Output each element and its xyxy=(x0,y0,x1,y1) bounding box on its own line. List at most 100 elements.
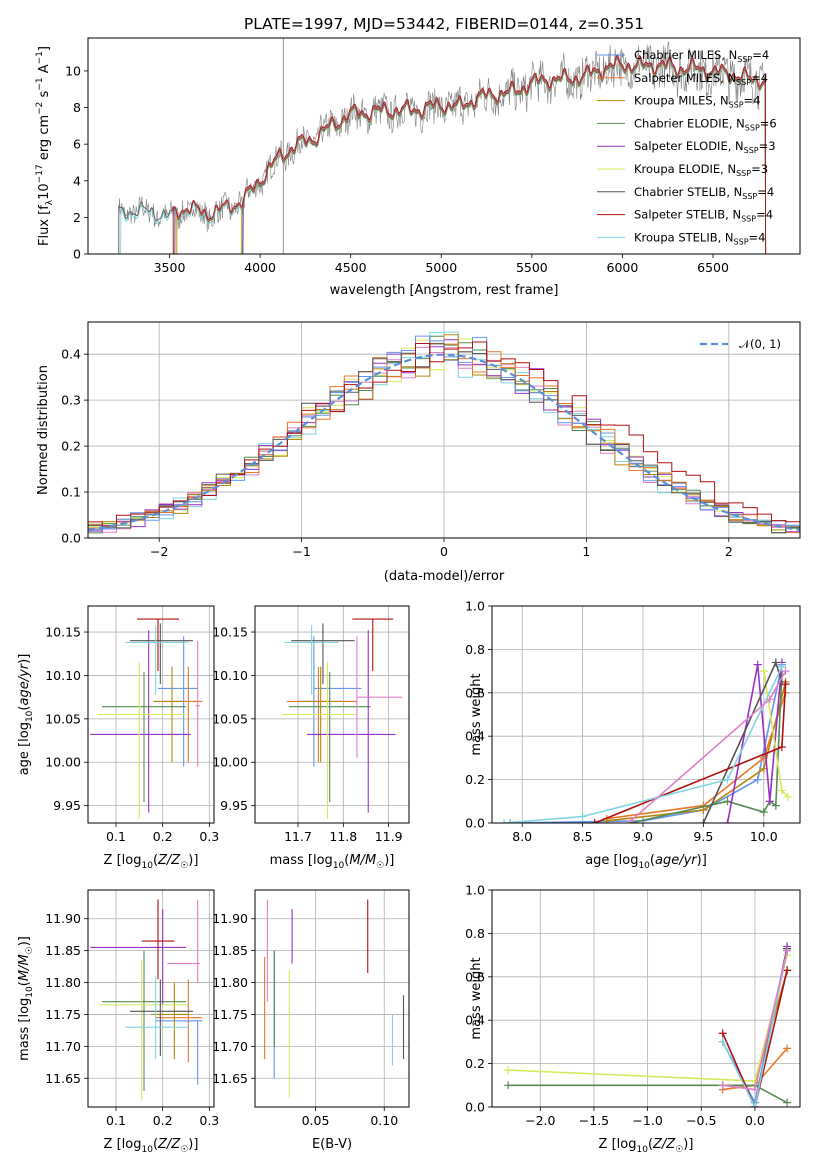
weight-marker xyxy=(777,662,786,671)
weight-line xyxy=(721,970,788,1107)
y-axis-label: age [log10(age/yr)] xyxy=(17,654,35,776)
y-tick-label: 0.0 xyxy=(465,816,485,831)
legend-label: Salpeter MILES, NSSP=4 xyxy=(634,71,768,87)
legend-entry: Chabrier STELIB, NSSP=4 xyxy=(597,185,774,201)
errorbar-point xyxy=(130,979,193,1056)
legend-entry: Chabrier ELODIE, NSSP=6 xyxy=(597,116,777,132)
model-spectrum-line xyxy=(240,58,767,254)
y-tick-label: 11.80 xyxy=(45,975,81,990)
residual-histogram-step xyxy=(88,334,800,531)
errorbar-point xyxy=(195,640,200,767)
weight-marker xyxy=(777,786,786,795)
x-tick-label: 0.2 xyxy=(153,1113,173,1128)
weight-marker xyxy=(783,946,792,955)
weight-line xyxy=(510,664,783,823)
x-axis-label: wavelength [Angstrom, rest frame] xyxy=(330,283,559,298)
weight-marker xyxy=(504,1081,513,1090)
weight-marker xyxy=(626,816,635,823)
y-tick-label: 0 xyxy=(73,247,81,262)
errorbar-point xyxy=(284,625,339,695)
weight-marker xyxy=(750,1103,759,1107)
plot-area xyxy=(264,899,405,1098)
plot-area xyxy=(500,658,792,823)
errorbar-point xyxy=(125,976,189,1060)
x-axis-label: (data-model)/error xyxy=(384,569,505,584)
weight-marker xyxy=(590,819,599,823)
weight-series xyxy=(590,680,790,823)
y-tick-label: 0.4 xyxy=(61,347,81,362)
y-tick-label: 10.15 xyxy=(212,625,248,640)
model-spectrum-line xyxy=(242,57,767,254)
axes-frame xyxy=(254,605,410,824)
errorbar-point xyxy=(288,671,371,803)
weight-marker xyxy=(504,1066,513,1075)
y-tick-label: 0.4 xyxy=(465,729,485,744)
x-tick-label: 4500 xyxy=(335,260,367,275)
weight-marker xyxy=(759,808,768,817)
y-tick-label: 9.95 xyxy=(53,798,81,813)
y-axis-label: mass weight xyxy=(469,957,484,1039)
weight-marker xyxy=(771,801,780,810)
y-axis-label: Normed distribution xyxy=(36,365,51,495)
y-tick-label: 0.2 xyxy=(465,1056,485,1071)
errorbar-point xyxy=(141,899,175,980)
y-axis-label: mass weight xyxy=(469,673,484,755)
weight-marker xyxy=(723,797,732,806)
weight-marker xyxy=(718,1029,727,1038)
x-axis-label: Z [log10(Z/Z☉)] xyxy=(599,1137,694,1155)
plot-area xyxy=(282,618,403,819)
legend-label: Salpeter ELODIE, NSSP=3 xyxy=(634,139,776,155)
weight-marker xyxy=(699,819,708,823)
axes-frame xyxy=(87,321,801,539)
y-tick-label: 4 xyxy=(73,173,81,188)
x-tick-label: 0.3 xyxy=(199,829,219,844)
x-axis-label: Z [log10(Z/Z☉)] xyxy=(104,1137,199,1155)
weight-marker xyxy=(765,695,774,704)
plot-area xyxy=(504,942,792,1107)
y-tick-label: 0.6 xyxy=(465,969,485,984)
weight-marker xyxy=(777,743,786,752)
y-tick-label: 9.95 xyxy=(220,798,248,813)
weight-marker xyxy=(723,775,732,784)
y-tick-label: 10.05 xyxy=(212,711,248,726)
plot-area xyxy=(90,899,203,1101)
y-tick-label: 0.1 xyxy=(61,485,81,500)
model-spectrum-line xyxy=(120,59,767,254)
x-tick-label: 9.5 xyxy=(693,829,713,844)
weight-marker xyxy=(783,966,792,975)
weight-marker xyxy=(578,812,587,821)
panel-residuals: −2 −1 0 1 2 0.0 0.1 0.2 0.3 0.4 (data-model)/error… xyxy=(36,321,801,584)
y-tick-label: 0.4 xyxy=(465,1013,485,1028)
x-tick-label: 0.3 xyxy=(199,1113,219,1128)
y-tick-label: 11.70 xyxy=(45,1039,81,1054)
x-axis-label: E(B-V) xyxy=(312,1137,352,1152)
weight-line xyxy=(504,666,783,823)
errorbar-point xyxy=(291,623,355,685)
x-tick-label: 0.1 xyxy=(106,829,126,844)
x-tick-label: 2 xyxy=(725,544,733,559)
x-tick-label: −0.5 xyxy=(686,1113,716,1128)
errorbar-point xyxy=(102,671,186,803)
legend-entry: 𝒩(0, 1) xyxy=(700,337,781,351)
x-axis-label: age [log10(age/yr)] xyxy=(585,853,707,871)
y-tick-label: 0.8 xyxy=(465,926,485,941)
legend-entry: Salpeter STELIB, NSSP=4 xyxy=(597,208,773,224)
weight-marker xyxy=(783,1044,792,1053)
x-tick-label: 0.0 xyxy=(745,1113,765,1128)
chart-title: PLATE=1997, MJD=53442, FIBERID=0144, z=0… xyxy=(244,15,644,33)
x-tick-label: 8.0 xyxy=(512,829,532,844)
legend-entry: Salpeter MILES, NSSP=4 xyxy=(597,71,768,87)
errorbar-point xyxy=(99,960,189,1101)
x-tick-label: 5000 xyxy=(425,260,457,275)
y-tick-label: 11.75 xyxy=(45,1007,81,1022)
x-tick-label: 11.9 xyxy=(375,829,403,844)
y-tick-label: 8 xyxy=(73,100,81,115)
axes-frame xyxy=(491,605,801,824)
weight-marker xyxy=(783,792,792,801)
y-tick-label: 11.65 xyxy=(45,1071,81,1086)
weight-marker xyxy=(765,797,774,806)
residual-histogram-step xyxy=(88,341,800,527)
weight-marker xyxy=(753,660,762,669)
weight-marker xyxy=(771,658,780,667)
